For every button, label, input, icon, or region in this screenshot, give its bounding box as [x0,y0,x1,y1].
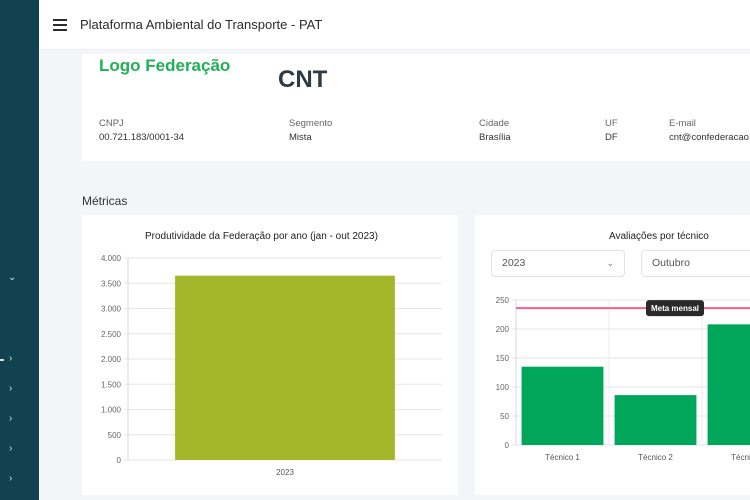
productivity-chart-title: Produtividade da Federação por ano (jan … [145,231,378,242]
x-tick-label: Técnico 1 [545,453,580,462]
y-tick-label: 1.500 [101,380,122,389]
y-tick-label: 150 [496,354,510,363]
x-tick-label: Técnico 3 [731,453,750,462]
info-value: Mista [289,132,312,143]
y-tick-label: 2.000 [101,355,122,364]
info-value: Brasília [479,132,511,143]
y-tick-label: 0 [505,441,510,450]
y-tick-label: 3.500 [101,279,122,288]
sidebar-item-marker [0,359,4,361]
federation-name: CNT [278,66,328,93]
sidebar-item-2-chevron-icon[interactable]: › [9,383,13,394]
menu-toggle-icon[interactable] [53,18,67,31]
sidebar-expand-chevron-icon[interactable]: ⌄ [8,272,17,283]
info-value: 00.721.183/0001-34 [99,132,185,143]
sidebar-item-4-chevron-icon[interactable]: › [9,443,13,454]
y-tick-label: 4.000 [101,254,122,263]
section-title: Métricas [82,194,128,208]
y-tick-label: 1.000 [101,406,122,415]
evaluations-chart-card: Avaliações por técnico 2023 ⌄ Outubro 0 5… [475,215,750,495]
y-tick-label: 100 [496,383,510,392]
y-tick-label: 50 [500,412,509,421]
info-value: cnt@confederacao [669,132,749,143]
year-select-value: 2023 [502,257,526,269]
productivity-chart-card: Produtividade da Federação por ano (jan … [82,215,458,495]
y-tick-label: 0 [117,456,122,465]
y-tick-label: 3.000 [101,305,122,314]
evaluations-chart-title: Avaliações por técnico [609,231,709,242]
info-label: CNPJ [99,118,124,129]
meta-label: Meta mensal [651,304,699,313]
info-cnpj: CNPJ 00.721.183/0001-34 [99,118,184,143]
month-select-value: Outubro [652,257,690,269]
evaluations-chart: 0 50 100 150 200 250 Técnico 1 Técnico 2 Técnico… [496,296,750,462]
y-tick-label: 250 [496,296,510,305]
bar-1 [175,275,395,460]
app-title: Plataforma Ambiental do Transporte - PAT [80,17,323,32]
bar-3 [707,324,750,445]
info-segmento: Segmento Mista [289,118,332,143]
month-select[interactable]: Outubro [641,250,750,277]
meta-label-badge [646,300,704,317]
chevron-down-icon: ⌄ [606,258,614,268]
productivity-chart: 0 500 1.000 1.500 2.000 2.500 3.000 3.500 4.000 2… [101,254,442,477]
top-bar: Plataforma Ambiental do Transporte - PAT [39,0,750,50]
bar-2 [614,395,697,445]
y-tick-label: 500 [108,431,122,440]
sidebar-item-5-chevron-icon[interactable]: › [9,473,13,484]
sidebar-item-3-chevron-icon[interactable]: › [9,413,13,424]
info-label: E-mail [669,118,696,129]
info-cidade: Cidade Brasília [479,118,511,143]
info-value: DF [605,132,618,143]
info-label: Cidade [479,118,510,129]
federation-logo: Logo Federação [99,56,231,75]
info-label: Segmento [289,118,333,129]
y-tick-label: 2.500 [101,330,122,339]
info-email: E-mail cnt@confederacao [669,118,749,143]
sidebar-item-1-chevron-icon[interactable]: › [9,353,13,364]
year-select[interactable]: 2023 ⌄ [491,250,625,277]
info-uf: UF DF [605,118,618,143]
bar-1 [521,366,604,445]
y-tick-label: 200 [496,325,510,334]
x-tick-label: 2023 [276,468,294,477]
sidebar: ⌄ › › › › › [0,0,39,500]
federation-card: Logo Federação CNT CNPJ 00.721.183/0001-… [82,54,750,161]
info-label: UF [605,118,618,129]
x-tick-label: Técnico 2 [638,453,673,462]
